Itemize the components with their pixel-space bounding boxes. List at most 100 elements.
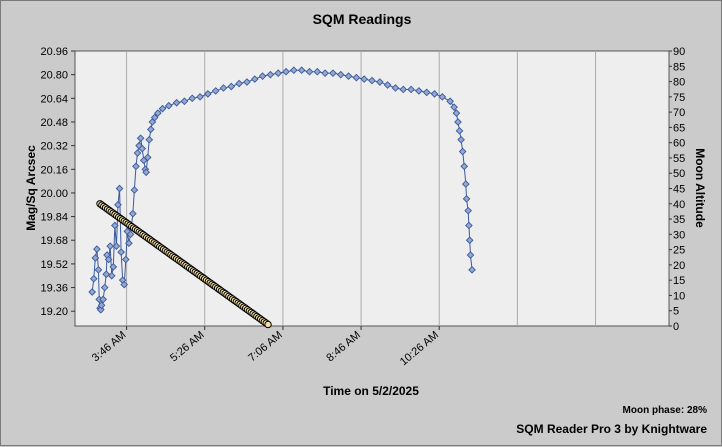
sqm-point <box>352 73 361 82</box>
sqm-point <box>438 92 447 101</box>
sqm-point <box>450 103 458 112</box>
sqm-series <box>88 66 476 314</box>
sqm-point <box>360 75 369 83</box>
y2-tick-label: 85 <box>673 61 685 73</box>
sqm-point <box>465 221 473 230</box>
y-tick-label: 20.96 <box>40 46 68 58</box>
y-tick-label: 20.48 <box>40 117 68 129</box>
y-axis-label: Mag/Sq Arcsec <box>24 145 38 231</box>
sqm-point <box>344 72 353 80</box>
y-axis-ticks: 20.96 20.80 20.64 20.48 20.32 20.16 20.00 19.84… <box>40 46 75 318</box>
sqm-point <box>114 200 122 209</box>
sqm-point <box>115 184 124 193</box>
sqm-point <box>415 87 423 95</box>
sqm-point <box>180 97 189 106</box>
sqm-point <box>258 72 267 80</box>
sqm-point <box>461 180 470 188</box>
sqm-point <box>457 135 465 144</box>
x-axis-label: Time on 5/2/2025 <box>323 384 419 398</box>
sqm-point <box>136 134 145 143</box>
y2-tick-label: 55 <box>673 153 685 165</box>
sqm-point <box>91 254 100 262</box>
y2-tick-label: 10 <box>673 290 685 302</box>
sqm-point <box>243 78 251 86</box>
y-tick-label: 20.16 <box>40 164 68 176</box>
sqm-point <box>150 113 159 122</box>
sqm-point <box>464 206 472 215</box>
y-tick-label: 19.84 <box>40 212 68 224</box>
sqm-point <box>399 85 408 94</box>
sqm-point <box>422 88 431 97</box>
sqm-point <box>407 85 415 94</box>
sqm-point <box>305 67 314 76</box>
sqm-point <box>188 94 197 103</box>
sqm-point <box>88 288 97 296</box>
moon-point <box>264 320 272 329</box>
sqm-point <box>126 230 135 239</box>
sqm-point <box>430 90 439 98</box>
x-tick-label: 3:46 AM <box>90 329 129 364</box>
sqm-point <box>143 153 152 162</box>
moon-altitude-series <box>96 200 272 329</box>
sqm-point <box>154 109 162 117</box>
sqm-point <box>274 69 283 78</box>
sqm-point <box>121 255 130 264</box>
sqm-point <box>211 87 220 95</box>
sqm-point <box>125 239 133 248</box>
y-tick-label: 19.68 <box>40 235 68 247</box>
sqm-point <box>297 66 306 75</box>
sqm-point <box>290 66 298 75</box>
sqm-point <box>468 265 476 274</box>
moon-phase: Moon phase: 28% <box>622 405 707 416</box>
y2-tick-label: 15 <box>673 275 685 287</box>
x-tick-label: 7:06 AM <box>246 329 285 364</box>
sqm-point <box>133 149 142 157</box>
brand-footer: SQM Reader Pro 3 by Knightware <box>516 422 707 436</box>
grid-lines <box>126 51 597 326</box>
sqm-point <box>446 97 454 106</box>
sqm-point <box>282 67 290 76</box>
sqm-point <box>120 280 129 289</box>
sqm-point <box>172 98 181 107</box>
y2-tick-label: 75 <box>673 92 685 104</box>
y2-tick-label: 30 <box>673 229 685 241</box>
sqm-point <box>196 92 204 101</box>
sqm-point <box>111 221 119 230</box>
sqm-point <box>235 79 243 88</box>
y2-tick-label: 45 <box>673 184 685 196</box>
sqm-point <box>130 186 139 194</box>
sqm-point <box>142 168 150 177</box>
y2-axis-label: Moon Altitude <box>693 148 707 228</box>
x-tick-label: 8:46 AM <box>324 329 363 364</box>
sqm-point <box>109 263 118 271</box>
sqm-point <box>104 255 113 264</box>
y2-tick-label: 70 <box>673 107 685 119</box>
sqm-point <box>336 70 345 79</box>
sqm-point <box>329 69 337 78</box>
y2-tick-label: 50 <box>673 168 685 180</box>
sqm-point <box>89 274 98 283</box>
sqm-point <box>465 236 474 245</box>
sqm-point <box>452 109 461 117</box>
sqm-point <box>164 101 173 110</box>
sqm-point <box>138 144 147 153</box>
x-tick-label: 5:26 AM <box>168 329 207 364</box>
y-tick-label: 20.80 <box>40 70 68 82</box>
sqm-point <box>458 147 467 156</box>
sqm-point <box>146 125 155 134</box>
sqm-point <box>455 127 464 135</box>
plot-area <box>74 50 670 327</box>
y2-tick-label: 0 <box>673 321 679 333</box>
y-tick-label: 20.32 <box>40 141 68 153</box>
y-tick-label: 20.64 <box>40 93 68 105</box>
sqm-point <box>100 283 109 292</box>
sqm-point <box>117 248 125 256</box>
y2-tick-label: 80 <box>673 77 685 89</box>
sqm-point <box>204 90 212 98</box>
y-tick-label: 20.00 <box>40 188 68 200</box>
sqm-point <box>466 251 475 259</box>
sqm-point <box>112 242 121 250</box>
